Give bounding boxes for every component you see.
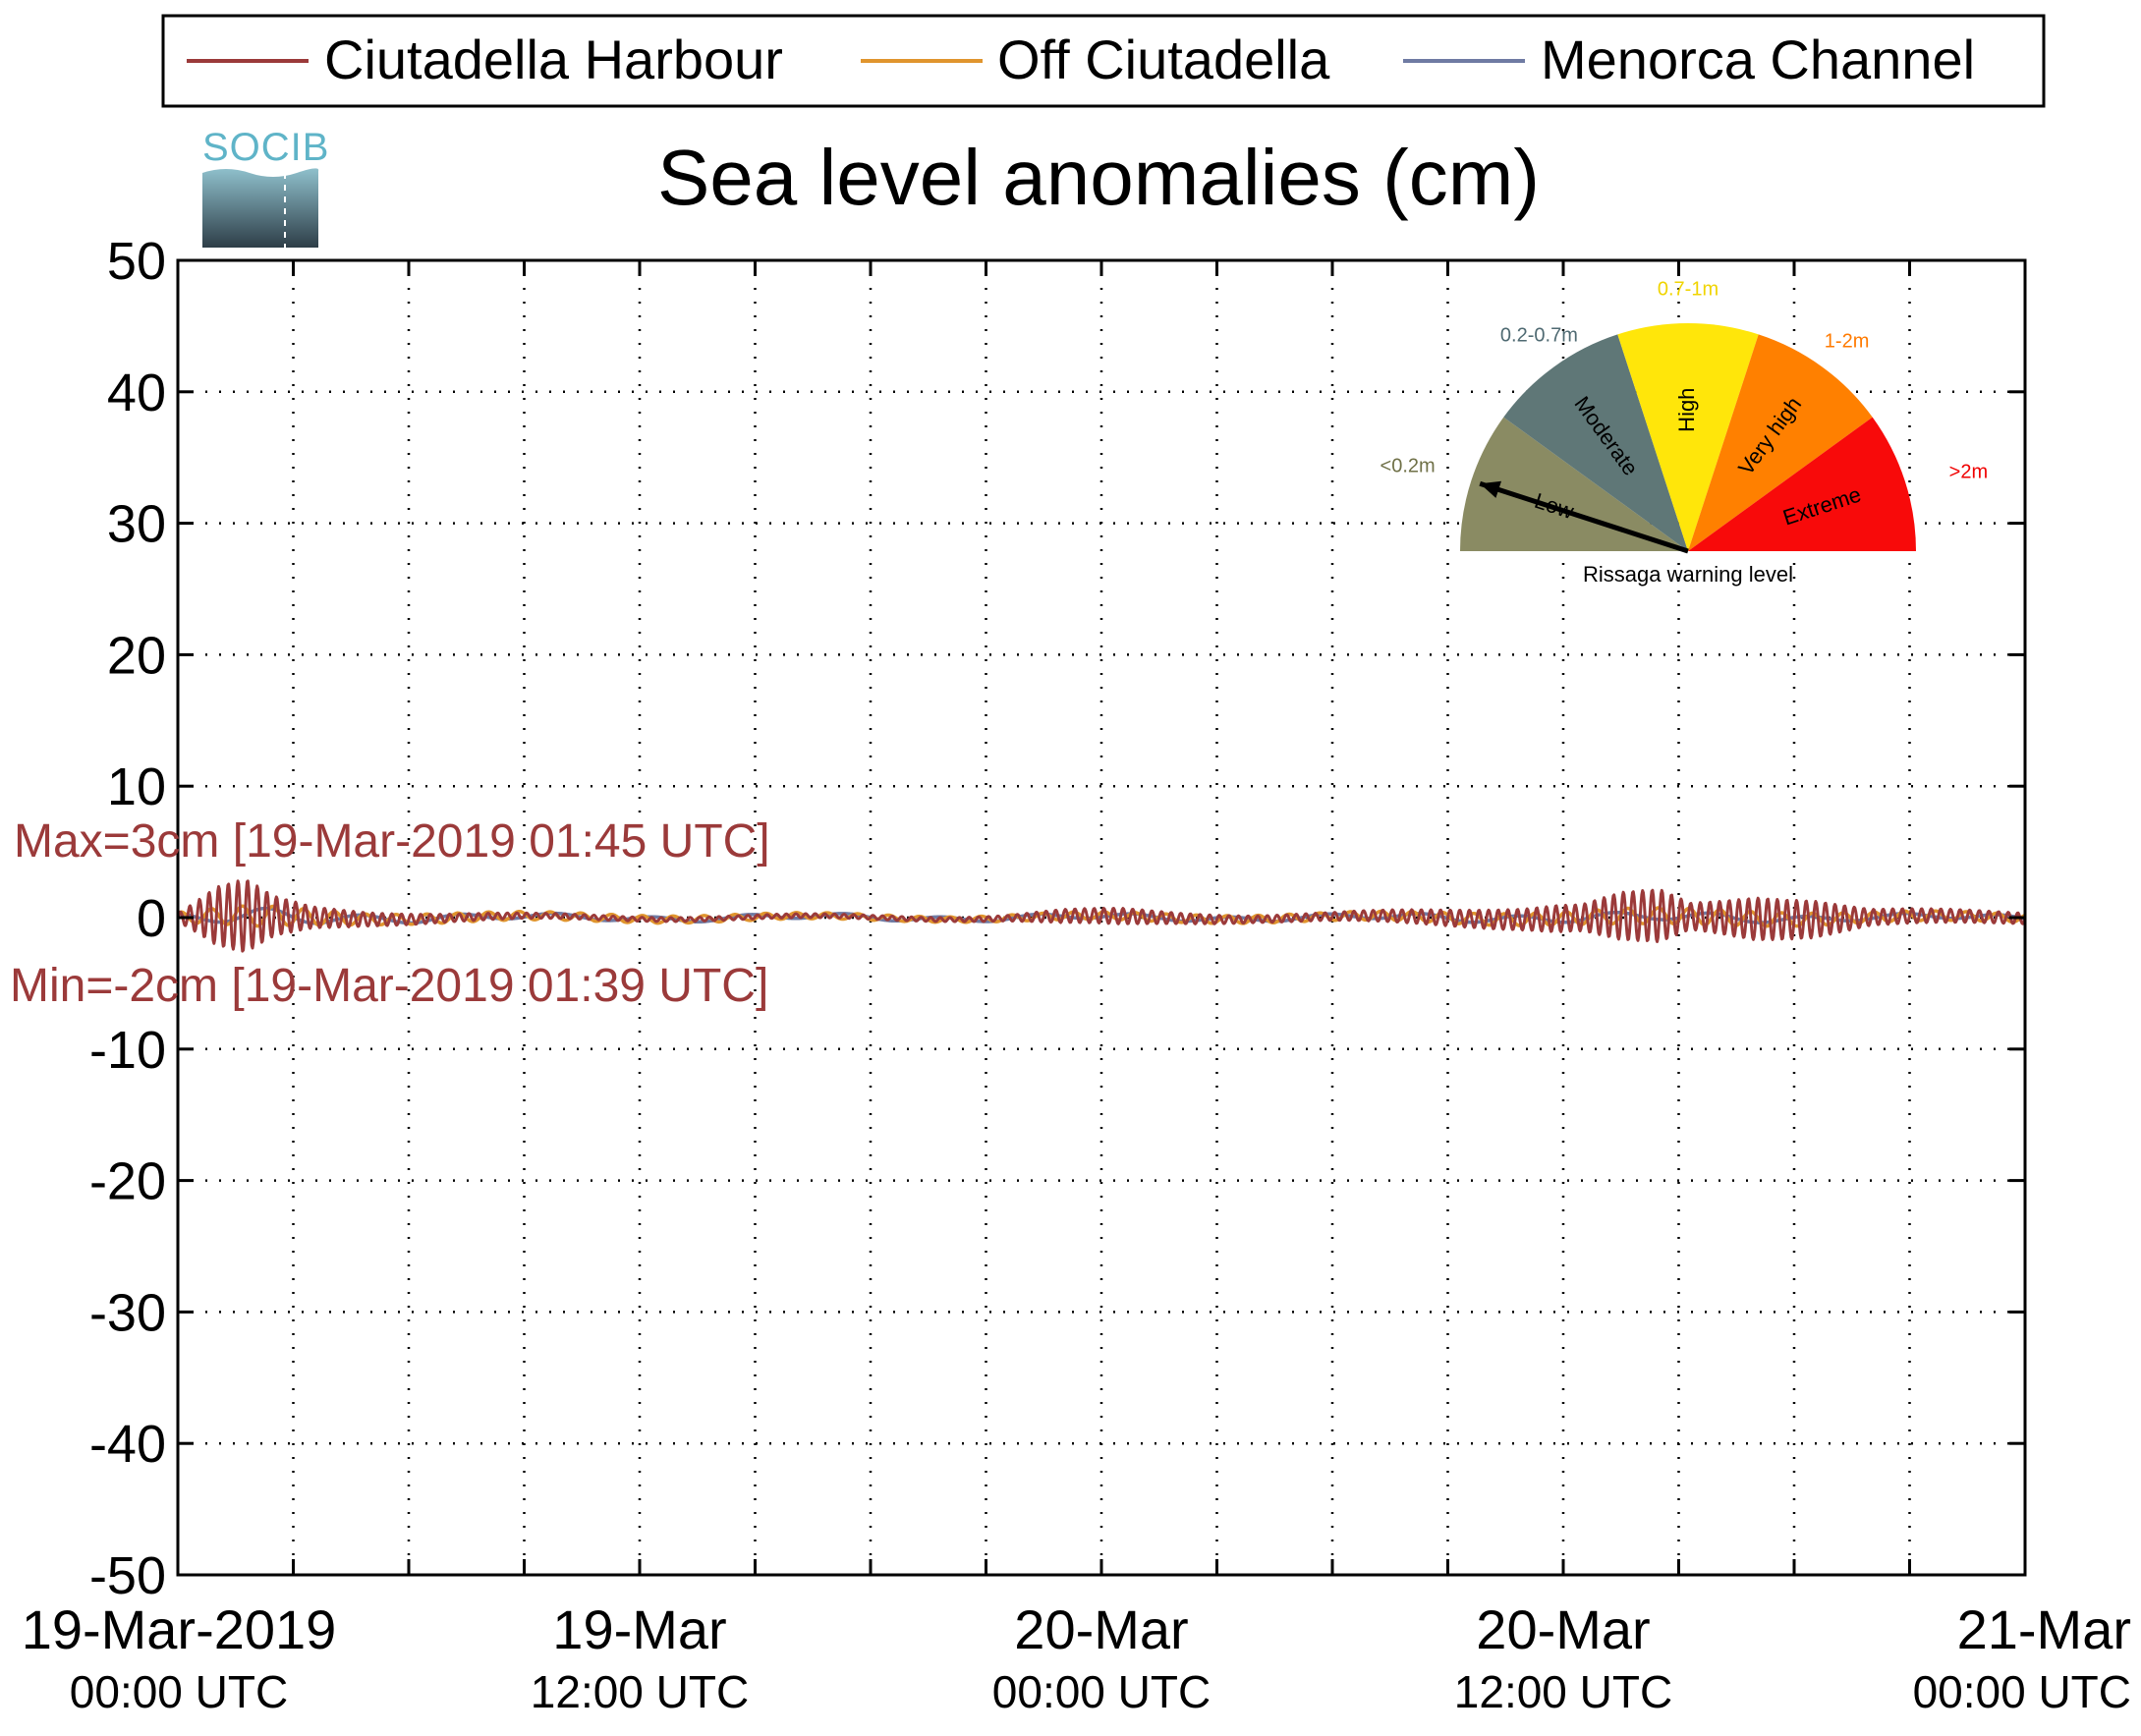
gauge-range-label: 0.7-1m bbox=[1658, 278, 1718, 300]
x-tick-label-date: 21-Mar bbox=[1957, 1598, 2131, 1660]
gauge-needle-head bbox=[1480, 480, 1501, 498]
socib-logo: SOCIB bbox=[202, 126, 329, 248]
gauge-sector-very-high bbox=[1688, 334, 1873, 551]
y-tick-label: 0 bbox=[137, 889, 166, 948]
legend-label-off-ciutadella: Off Ciutadella bbox=[997, 28, 1330, 90]
x-tick-label-date: 19-Mar-2019 bbox=[22, 1598, 337, 1660]
y-tick-label: 40 bbox=[107, 364, 166, 422]
gauge-sector-high bbox=[1617, 323, 1759, 551]
gauge-range-label: 1-2m bbox=[1825, 331, 1870, 353]
x-tick-label-date: 20-Mar bbox=[1476, 1598, 1650, 1660]
gauge-sector-low bbox=[1459, 417, 1688, 551]
y-tick-label: -20 bbox=[89, 1152, 166, 1211]
y-tick-label: -10 bbox=[89, 1021, 166, 1080]
series-line-ciutadella-harbour bbox=[176, 879, 2027, 953]
y-tick-label: 50 bbox=[107, 232, 166, 291]
min-annotation: Min=-2cm [19-Mar-2019 01:39 UTC] bbox=[10, 960, 768, 1012]
y-tick-label: 30 bbox=[107, 495, 166, 554]
x-tick-label-date: 20-Mar bbox=[1014, 1598, 1188, 1660]
x-tick-label-time: 00:00 UTC bbox=[992, 1666, 1211, 1717]
y-tick-label: 10 bbox=[107, 757, 166, 816]
x-tick-label-time: 00:00 UTC bbox=[70, 1666, 288, 1717]
legend-label-menorca-channel: Menorca Channel bbox=[1541, 28, 1975, 90]
series-layer bbox=[176, 879, 2027, 953]
gauge-range-label: >2m bbox=[1949, 462, 1988, 483]
x-tick-label-time: 12:00 UTC bbox=[531, 1666, 749, 1717]
gauge-sector-moderate bbox=[1503, 334, 1688, 551]
gauge-needle bbox=[1479, 480, 1689, 554]
gauge-sector-label: High bbox=[1674, 388, 1699, 432]
legend-label-ciutadella-harbour: Ciutadella Harbour bbox=[324, 28, 783, 90]
y-tick-label: -50 bbox=[89, 1546, 166, 1605]
x-tick-label-time: 00:00 UTC bbox=[1913, 1666, 2131, 1717]
chart-title: Sea level anomalies (cm) bbox=[657, 134, 1540, 221]
gauge-range-label: 0.2-0.7m bbox=[1500, 325, 1578, 347]
max-annotation: Max=3cm [19-Mar-2019 01:45 UTC] bbox=[14, 815, 770, 868]
y-tick-label: -40 bbox=[89, 1415, 166, 1474]
gauge-sector-extreme bbox=[1688, 417, 1916, 551]
legend: Ciutadella Harbour Off Ciutadella Menorc… bbox=[161, 14, 2046, 108]
gauge-title: Rissaga warning level bbox=[1583, 562, 1793, 587]
x-tick-label-time: 12:00 UTC bbox=[1454, 1666, 1672, 1717]
socib-logo-text: SOCIB bbox=[202, 126, 329, 169]
y-tick-label: 20 bbox=[107, 626, 166, 685]
x-tick-label-date: 19-Mar bbox=[552, 1598, 726, 1660]
y-tick-label: -30 bbox=[89, 1283, 166, 1342]
gauge-range-label: <0.2m bbox=[1380, 456, 1436, 477]
